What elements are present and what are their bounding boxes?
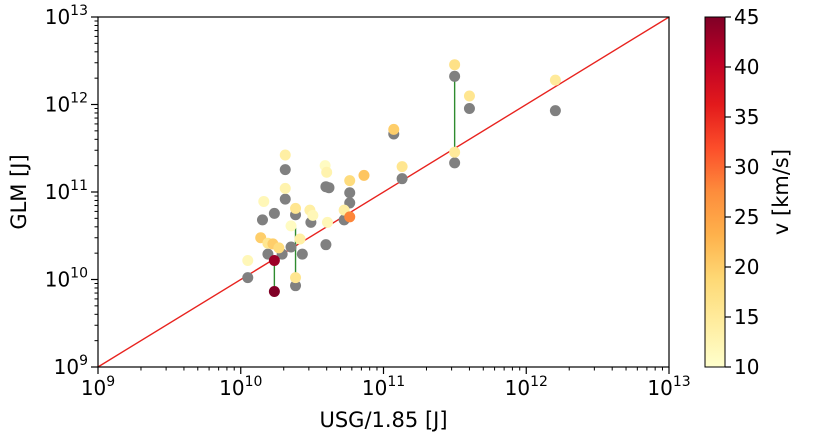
- colored-data-point: [463, 90, 475, 102]
- colored-data-point: [358, 169, 370, 181]
- colorbar-tick-label: 10: [734, 355, 759, 379]
- one-to-one-line: [98, 17, 669, 367]
- colored-data-point: [549, 74, 561, 86]
- gray-data-point: [323, 182, 335, 194]
- gray-data-point: [463, 103, 475, 115]
- colored-data-point: [307, 209, 319, 221]
- gray-data-point: [296, 248, 308, 260]
- gray-data-point: [449, 157, 461, 169]
- colorbar: [704, 16, 726, 368]
- gray-data-point: [242, 272, 254, 284]
- colorbar-tick-label: 15: [734, 305, 759, 329]
- x-tick-label: 1010: [219, 374, 262, 400]
- colored-data-point: [294, 233, 306, 245]
- colored-data-point: [279, 182, 291, 194]
- colorbar-tick-label: 25: [734, 205, 759, 229]
- colored-data-point: [279, 149, 291, 161]
- gray-data-point: [549, 105, 561, 117]
- gray-data-point: [290, 280, 302, 292]
- colored-data-point: [268, 254, 280, 266]
- colored-data-point: [321, 216, 333, 228]
- colored-data-point: [344, 175, 356, 187]
- colored-data-point: [388, 123, 400, 135]
- y-tick-label: 1010: [45, 266, 88, 292]
- colored-data-point: [290, 272, 302, 284]
- colorbar-tick-label: 30: [734, 155, 759, 179]
- colorbar-tick-label: 20: [734, 255, 759, 279]
- gray-data-point: [268, 207, 280, 219]
- x-tick-label: 1012: [505, 374, 548, 400]
- x-tick-label: 1013: [647, 374, 690, 400]
- colored-data-point: [268, 285, 280, 297]
- gray-data-point: [320, 239, 332, 251]
- gray-data-point: [449, 70, 461, 82]
- colored-data-point: [273, 242, 285, 254]
- colored-data-point: [290, 202, 302, 214]
- gray-data-point: [279, 193, 291, 205]
- gray-data-point: [344, 187, 356, 199]
- colorbar-tick-label: 35: [734, 105, 759, 129]
- gray-data-point: [396, 173, 408, 185]
- colorbar-tick-label: 45: [734, 5, 759, 29]
- x-tick-label: 1011: [362, 374, 405, 400]
- y-tick-label: 1013: [45, 3, 88, 29]
- colored-data-point: [396, 161, 408, 173]
- colorbar-tick-label: 40: [734, 55, 759, 79]
- x-tick-label: 109: [81, 374, 115, 400]
- x-axis-label: USG/1.85 [J]: [319, 408, 447, 432]
- y-tick-label: 109: [54, 353, 88, 379]
- gray-data-point: [279, 164, 291, 176]
- colored-data-point: [449, 146, 461, 158]
- colored-data-point: [344, 211, 356, 223]
- gray-data-point: [256, 214, 268, 226]
- colored-data-point: [449, 59, 461, 71]
- y-tick-label: 1011: [45, 178, 88, 204]
- y-tick-label: 1012: [45, 91, 88, 117]
- colorbar-label: v [km/s]: [769, 149, 793, 235]
- colored-data-point: [285, 220, 297, 232]
- colored-data-point: [321, 166, 333, 178]
- colored-data-point: [258, 195, 270, 207]
- gray-data-point: [285, 241, 297, 253]
- colored-data-point: [242, 254, 254, 266]
- y-axis-label: GLM [J]: [7, 154, 31, 229]
